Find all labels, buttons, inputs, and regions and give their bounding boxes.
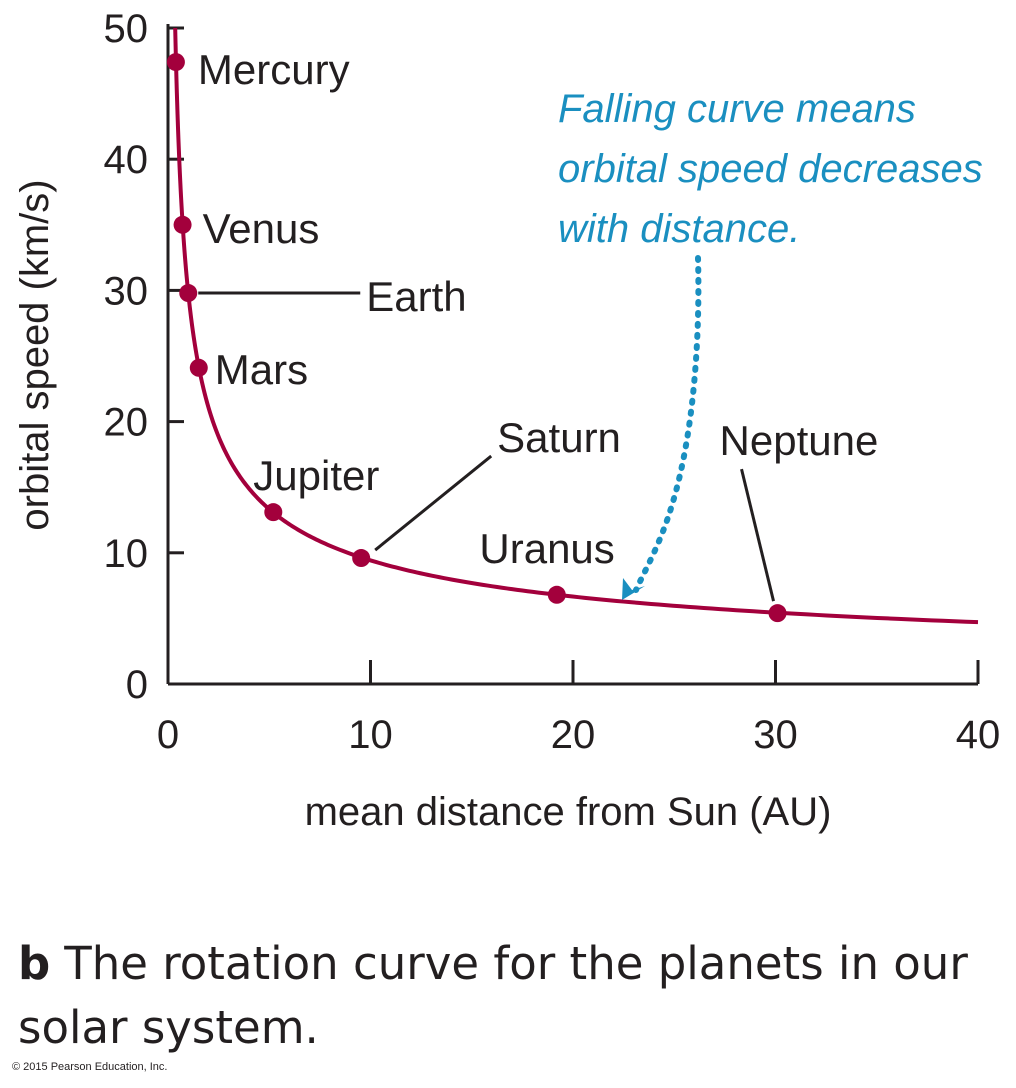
y-tick-label: 0 — [126, 663, 148, 707]
y-tick-label: 10 — [104, 532, 149, 576]
planet-labels: Mercury Venus Earth Mars Jupiter Saturn Uranus… — [198, 46, 878, 572]
neptune-point — [768, 604, 787, 623]
saturn-leader-line — [374, 454, 493, 552]
annotation-arrow — [633, 255, 702, 593]
annotation-line-2: orbital speed decreases — [558, 147, 983, 191]
x-tick-label: 20 — [551, 713, 596, 757]
x-tick-label: 40 — [956, 713, 1001, 757]
uranus-label: Uranus — [479, 525, 614, 572]
y-ticks: 0 10 20 30 40 50 — [104, 7, 184, 707]
neptune-leader-line — [740, 468, 775, 602]
y-tick-label: 50 — [104, 7, 149, 51]
figure-caption: b The rotation curve for the planets in o… — [18, 932, 1008, 1060]
x-tick-label: 10 — [348, 713, 393, 757]
mars-point — [189, 358, 208, 377]
annotation-line-3: with distance. — [558, 207, 800, 251]
copyright-notice: © 2015 Pearson Education, Inc. — [12, 1061, 168, 1073]
saturn-point — [352, 549, 371, 568]
y-tick-label: 30 — [104, 269, 149, 313]
planet-points — [166, 53, 787, 623]
rotation-curve-chart: 0 10 20 30 40 0 10 20 30 40 50 mean distance from… — [13, 7, 1000, 834]
caption-text: The rotation curve for the planets in ou… — [18, 937, 968, 1054]
x-axis-title: mean distance from Sun (AU) — [305, 790, 832, 834]
y-axis-title: orbital speed (km/s) — [13, 179, 57, 530]
mars-label: Mars — [215, 346, 308, 393]
x-tick-label: 0 — [157, 713, 179, 757]
x-ticks: 0 10 20 30 40 — [157, 660, 1000, 757]
mercury-label: Mercury — [198, 46, 350, 93]
venus-point — [173, 215, 192, 234]
y-tick-label: 20 — [104, 401, 149, 445]
earth-label: Earth — [366, 273, 466, 320]
jupiter-label: Jupiter — [253, 452, 379, 499]
label-leader-lines — [198, 291, 775, 602]
x-tick-label: 30 — [753, 713, 798, 757]
y-tick-label: 40 — [104, 138, 149, 182]
annotation-arrowhead — [622, 578, 645, 600]
saturn-label: Saturn — [497, 414, 621, 461]
venus-label: Venus — [203, 205, 320, 252]
caption-letter: b — [18, 937, 51, 990]
neptune-label: Neptune — [720, 417, 879, 464]
annotation-line-1: Falling curve means — [558, 87, 916, 131]
earth-point — [179, 284, 198, 303]
jupiter-point — [264, 503, 283, 522]
annotation: Falling curve means orbital speed decrea… — [558, 87, 983, 600]
uranus-point — [547, 585, 566, 604]
mercury-point — [166, 53, 185, 72]
rotation-curve-line — [173, 27, 979, 625]
